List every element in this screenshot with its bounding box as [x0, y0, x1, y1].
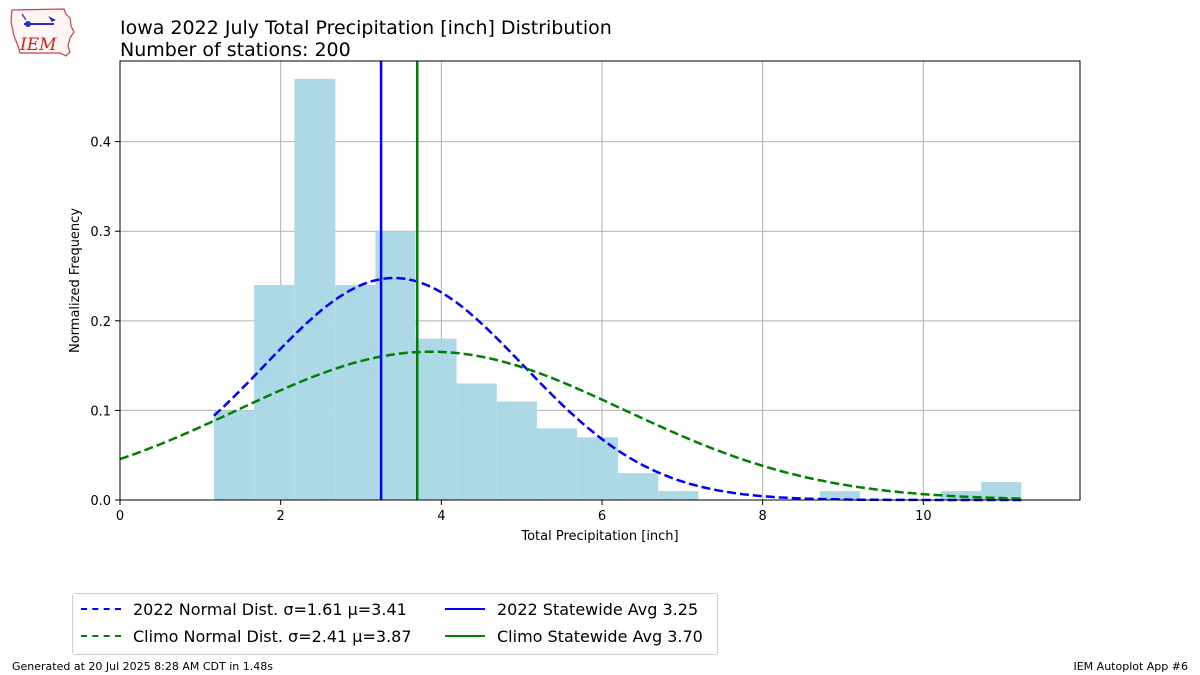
- generated-timestamp: Generated at 20 Jul 2025 8:28 AM CDT in …: [12, 660, 273, 673]
- histogram-bar: [415, 338, 457, 500]
- legend-label: Climo Statewide Avg 3.70: [497, 626, 703, 646]
- legend-label: 2022 Statewide Avg 3.25: [497, 599, 699, 619]
- histogram-bar: [658, 491, 699, 500]
- y-tick-label: 0.3: [90, 225, 111, 240]
- legend-item-2022-average: 2022 Statewide Avg 3.25: [445, 597, 698, 621]
- histogram-bar: [819, 491, 860, 500]
- histogram-bar: [254, 284, 295, 500]
- plot-frame: [119, 60, 1081, 501]
- normal-curve: [119, 350, 1022, 500]
- statewide-average-lines: [379, 61, 419, 500]
- histogram-bar: [577, 437, 619, 500]
- histogram-bar: [618, 473, 659, 500]
- x-axis-label: Total Precipitation [inch]: [520, 529, 678, 544]
- histogram-bar: [456, 383, 497, 500]
- histogram-bar: [213, 410, 255, 500]
- x-tick-label: 8: [759, 509, 767, 524]
- histogram-bar: [335, 284, 376, 500]
- y-tick-label: 0.1: [90, 404, 111, 419]
- axis-ticks: 0 2 4 6 8 10 0.0 0.1 0.2 0.3 0.4: [90, 136, 931, 524]
- histogram-bar: [294, 78, 336, 500]
- y-tick-label: 0.0: [90, 494, 111, 509]
- app-id: IEM Autoplot App #6: [1073, 660, 1188, 673]
- x-tick-label: 2: [277, 509, 285, 524]
- histogram-bar: [496, 401, 537, 500]
- iowa-map-icon: IEM: [10, 8, 75, 57]
- x-tick-label: 4: [437, 509, 445, 524]
- legend-item-climo-average: Climo Statewide Avg 3.70: [445, 624, 703, 648]
- legend-swatch: [81, 635, 121, 637]
- x-tick-label: 10: [915, 509, 932, 524]
- iem-logo: IEM: [8, 6, 80, 58]
- x-tick-label: 0: [116, 509, 124, 524]
- chart-subtitle: Number of stations: 200: [120, 39, 351, 61]
- histogram-bar: [981, 482, 1022, 500]
- logo-text: IEM: [19, 35, 57, 55]
- legend-item-2022-normal: 2022 Normal Dist. σ=1.61 μ=3.41: [81, 597, 407, 621]
- chart-title-block: Iowa 2022 July Total Precipitation [inch…: [120, 17, 612, 61]
- legend-label: 2022 Normal Dist. σ=1.61 μ=3.41: [133, 599, 407, 619]
- legend-item-climo-normal: Climo Normal Dist. σ=2.41 μ=3.87: [81, 624, 412, 648]
- x-tick-label: 6: [598, 509, 606, 524]
- chart-legend: 2022 Normal Dist. σ=1.61 μ=3.41 Climo No…: [72, 593, 718, 655]
- legend-label: Climo Normal Dist. σ=2.41 μ=3.87: [133, 626, 412, 646]
- legend-swatch: [445, 608, 485, 610]
- y-tick-label: 0.4: [90, 136, 111, 151]
- legend-swatch: [81, 608, 121, 610]
- y-tick-label: 0.2: [90, 315, 111, 330]
- histogram-bar: [536, 428, 578, 500]
- chart-title: Iowa 2022 July Total Precipitation [inch…: [120, 17, 612, 39]
- y-axis-label: Normalized Frequency: [68, 208, 83, 353]
- legend-swatch: [445, 635, 485, 637]
- histogram-bars: [213, 78, 1022, 500]
